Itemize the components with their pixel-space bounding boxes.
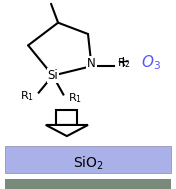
Text: SiO$_2$: SiO$_2$ bbox=[73, 155, 103, 172]
Bar bbox=[5, 179, 171, 189]
Text: R$_2$: R$_2$ bbox=[117, 56, 131, 70]
Polygon shape bbox=[46, 125, 88, 136]
Polygon shape bbox=[56, 110, 77, 125]
Text: Si: Si bbox=[47, 69, 58, 82]
Bar bbox=[5, 146, 171, 173]
Text: O$_3$: O$_3$ bbox=[141, 53, 161, 72]
Text: +: + bbox=[117, 55, 130, 70]
Text: R$_1$: R$_1$ bbox=[20, 89, 34, 103]
Text: R$_1$: R$_1$ bbox=[68, 91, 82, 105]
Text: N: N bbox=[87, 57, 96, 70]
